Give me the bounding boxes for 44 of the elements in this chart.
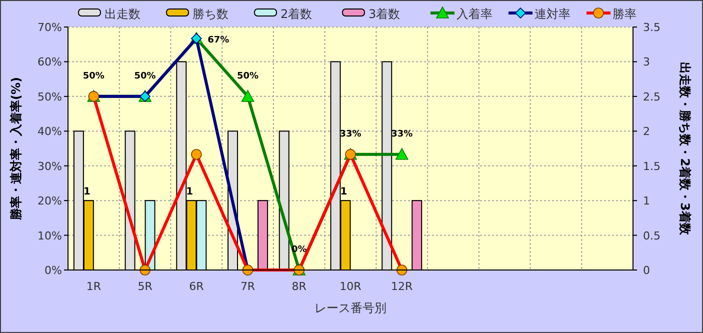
y-tick-label: 50% (38, 90, 62, 104)
y2-tick-label: 2 (643, 125, 650, 138)
y2-tick-label: 1.5 (643, 160, 660, 173)
data-label: 50% (237, 71, 259, 82)
y-tick-label: 60% (38, 56, 62, 69)
y2-tick-label: 3.5 (643, 21, 660, 34)
legend-label: 勝ち数 (192, 7, 228, 21)
y2-tick-label: 3 (643, 56, 650, 69)
y2-tick-label: 0 (643, 264, 650, 277)
x-axis-title: レース番号別 (314, 301, 386, 315)
y2-tick-label: 1 (643, 194, 650, 208)
x-tick-label: 7R (240, 280, 256, 293)
y-tick-label: 40% (38, 125, 62, 138)
legend-label: 連対率 (534, 7, 570, 21)
x-tick-label: 5R (138, 280, 153, 293)
data-label: 1 (83, 186, 90, 198)
data-label: 1 (340, 186, 348, 198)
x-tick-label: 10R (340, 280, 362, 293)
data-label: 67% (208, 35, 230, 46)
point (395, 148, 408, 160)
y-tick-label: 70% (38, 21, 62, 34)
legend-label: 2着数 (280, 7, 312, 21)
y2-axis-title: 出走数・勝ち数・2着数・3着数 (678, 62, 692, 236)
y2-tick-label: 2.5 (643, 90, 660, 104)
y-axis-title: 勝率・連対率・入着率(%) (9, 77, 23, 221)
x-tick-label: 1R (86, 280, 102, 293)
data-label: 33% (340, 129, 362, 140)
x-tick-label: 12R (391, 280, 414, 293)
y-tick-label: 20% (38, 194, 62, 208)
legend-label: 出走数 (104, 7, 140, 21)
legend-label: 勝率 (612, 7, 636, 21)
x-tick-label: 6R (189, 280, 204, 293)
data-label: 50% (82, 71, 104, 82)
y2-tick-label: 0.5 (643, 229, 660, 242)
data-label: 1 (186, 186, 194, 198)
data-label: 33% (391, 129, 413, 140)
y-tick-label: 30% (38, 160, 62, 173)
y-tick-label: 0% (44, 264, 62, 277)
point (241, 90, 254, 102)
legend-label: 入着率 (456, 7, 492, 21)
data-label: 50% (134, 71, 156, 82)
y-tick-label: 10% (38, 229, 62, 242)
legend-label: 3着数 (368, 7, 400, 21)
x-tick-label: 8R (292, 280, 307, 293)
